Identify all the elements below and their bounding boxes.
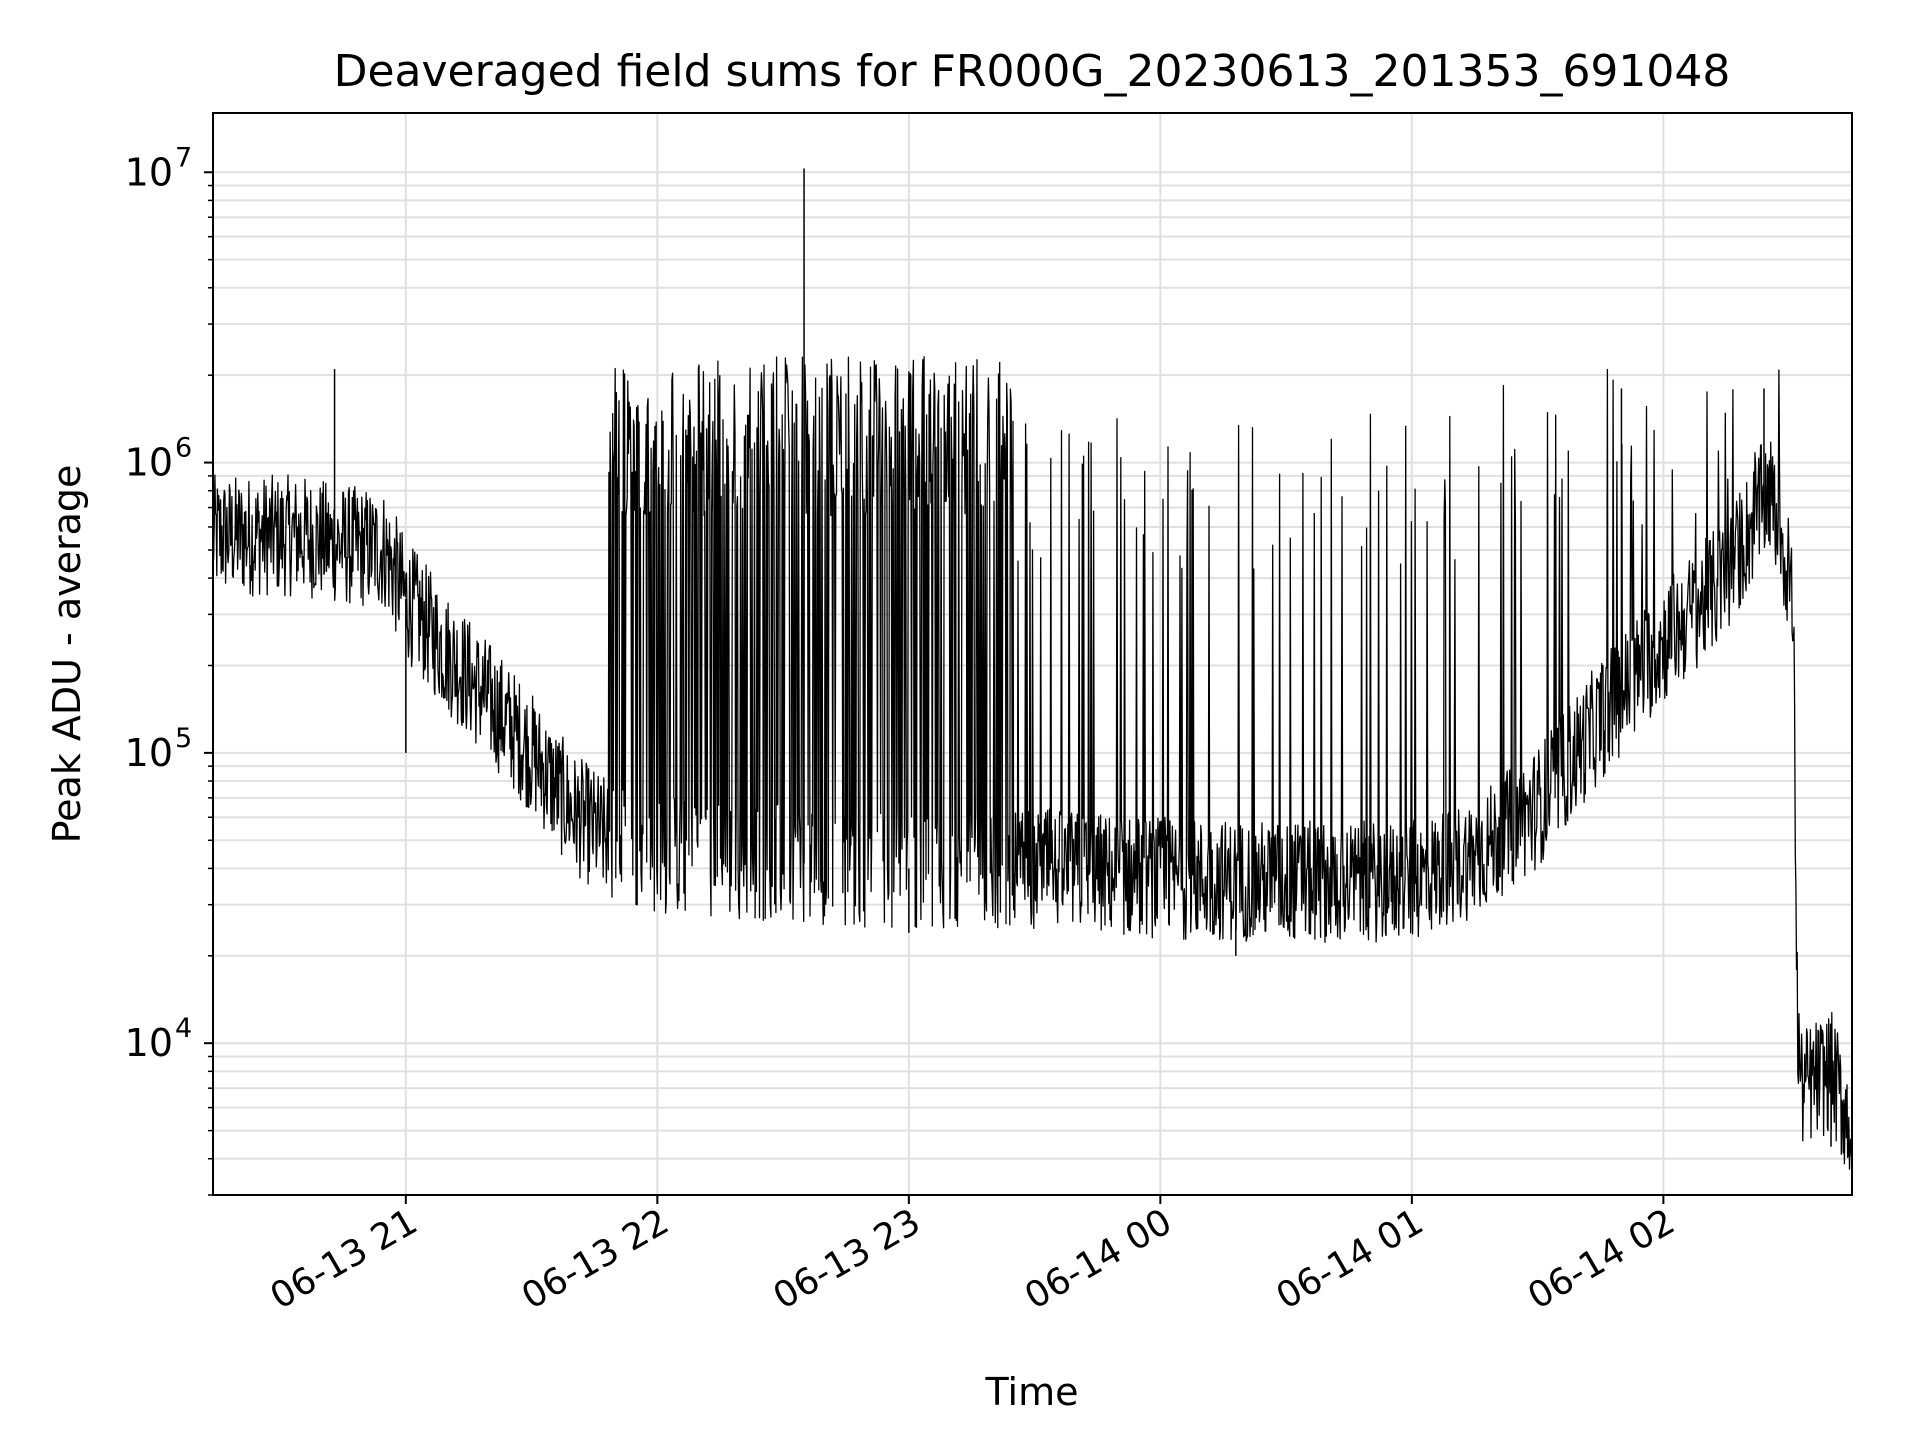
y-tick-exponent: 7 — [175, 142, 192, 173]
x-axis-label: Time — [985, 1370, 1079, 1414]
series-line — [212, 168, 1853, 1170]
y-tick-exponent: 6 — [175, 433, 192, 464]
y-tick-label: 10 — [125, 731, 173, 775]
y-tick-label: 10 — [125, 150, 173, 194]
y-tick-exponent: 4 — [175, 1013, 192, 1044]
series-path — [212, 356, 1853, 1170]
chart-title: Deaveraged field sums for FR000G_2023061… — [334, 46, 1731, 97]
y-tick-label: 10 — [125, 441, 173, 485]
y-tick-exponent: 5 — [175, 723, 192, 754]
plot-frame — [212, 112, 1853, 1196]
y-tick-label: 10 — [125, 1021, 173, 1065]
y-axis-label: Peak ADU - average — [45, 465, 89, 844]
